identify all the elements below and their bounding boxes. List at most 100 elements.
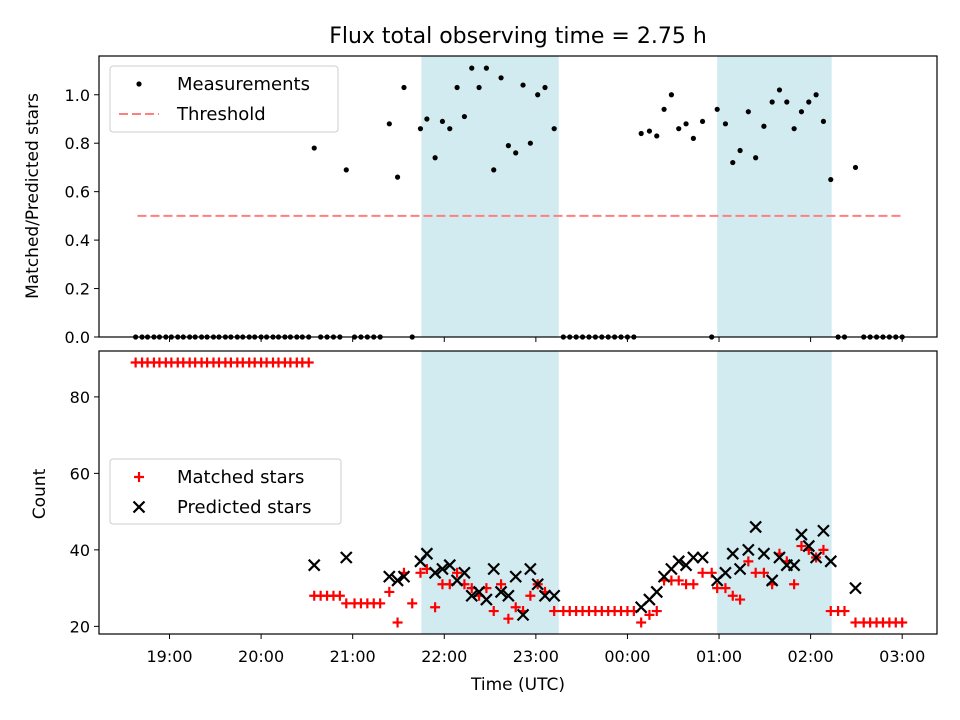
data-point <box>818 544 829 555</box>
data-point <box>636 617 647 628</box>
x-tick-label: 02:00 <box>788 647 834 666</box>
data-point <box>458 566 471 580</box>
data-point <box>392 617 403 628</box>
bottom-panel-ylabel: Count <box>30 468 50 519</box>
data-point <box>542 84 548 91</box>
data-point <box>386 121 392 127</box>
data-point <box>828 176 834 183</box>
data-point <box>524 562 537 576</box>
data-point <box>696 551 709 564</box>
bottom-observing-window-1 <box>717 351 832 634</box>
top-observing-window-1 <box>717 56 832 337</box>
data-point <box>742 543 755 557</box>
legend-marker <box>132 500 146 514</box>
legend-marker <box>136 81 142 87</box>
y-tick-label: 20 <box>70 617 90 636</box>
top-axes-frame <box>98 55 938 338</box>
data-point <box>513 150 519 156</box>
bottom-legend: Matched stars Predicted stars <box>109 458 342 525</box>
data-point <box>334 590 345 601</box>
data-point <box>661 106 667 112</box>
data-point <box>430 602 441 613</box>
data-point <box>672 555 686 568</box>
x-axis-label: Time (UTC) <box>470 675 565 695</box>
data-point <box>491 167 497 173</box>
data-point <box>551 126 557 132</box>
data-point <box>505 143 511 149</box>
data-point <box>743 556 754 567</box>
x-tick-label: 00:00 <box>604 647 650 666</box>
data-point <box>802 539 816 553</box>
data-point <box>439 118 446 125</box>
legend-box <box>109 65 339 133</box>
data-point <box>673 575 684 586</box>
data-point <box>535 92 541 98</box>
y-tick-label: 0.4 <box>65 231 90 250</box>
x-tick-label: 01:00 <box>696 647 742 666</box>
x-tick-label: 22:00 <box>421 647 467 666</box>
data-point <box>424 116 430 122</box>
y-tick-label: 0.8 <box>65 134 90 153</box>
data-point <box>733 562 747 576</box>
data-point <box>745 109 751 115</box>
data-point <box>509 570 522 583</box>
data-point <box>498 75 504 81</box>
data-point <box>813 92 819 98</box>
bottom-series-predicted-stars <box>307 520 862 622</box>
data-point <box>394 174 401 180</box>
data-point <box>753 155 759 161</box>
data-point <box>383 570 396 583</box>
data-point <box>761 123 767 129</box>
data-point <box>516 608 530 622</box>
data-point <box>809 551 823 564</box>
data-point <box>483 65 490 71</box>
data-point <box>690 135 696 141</box>
top-legend: Measurements Threshold <box>109 65 339 133</box>
data-point <box>798 109 805 115</box>
data-point <box>452 567 463 578</box>
data-point <box>407 598 418 609</box>
data-point <box>547 589 561 603</box>
data-point <box>340 551 353 564</box>
y-tick-label: 80 <box>70 388 90 407</box>
data-point <box>638 130 644 137</box>
data-point <box>784 99 790 105</box>
data-point <box>796 541 807 552</box>
data-point <box>476 84 482 91</box>
data-point <box>527 140 533 146</box>
y-tick-label: 1.0 <box>65 86 90 105</box>
data-point <box>503 613 514 624</box>
data-point <box>727 590 738 601</box>
data-point <box>757 547 771 560</box>
data-point <box>549 606 560 617</box>
x-tick-label: 21:00 <box>330 647 376 666</box>
data-point <box>303 357 314 368</box>
data-point <box>651 606 662 617</box>
data-point <box>469 65 475 71</box>
bottom-observing-window-0 <box>421 351 559 634</box>
data-point <box>375 598 386 609</box>
data-point <box>787 558 801 572</box>
data-point <box>776 87 783 93</box>
data-point <box>307 558 321 572</box>
data-point <box>687 551 700 564</box>
data-point <box>454 84 460 91</box>
data-point <box>758 567 769 578</box>
bottom-series-matched-stars <box>130 357 908 628</box>
data-point <box>697 567 708 578</box>
data-point <box>714 106 720 112</box>
legend-box <box>109 458 342 525</box>
data-point <box>436 562 449 576</box>
data-point <box>769 99 775 105</box>
data-point <box>465 589 479 603</box>
top-observing-window-0 <box>421 56 559 337</box>
data-point <box>852 164 859 171</box>
data-point <box>849 581 862 595</box>
data-point <box>311 145 317 151</box>
data-point <box>538 589 552 603</box>
data-point <box>447 126 453 132</box>
data-point <box>749 520 762 534</box>
data-point <box>699 118 706 125</box>
y-tick-label: 0.0 <box>65 328 90 347</box>
legend-marker <box>134 472 144 482</box>
